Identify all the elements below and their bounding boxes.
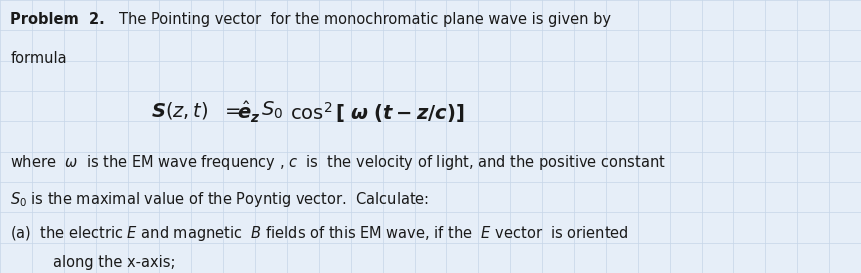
Text: $=$: $=$	[221, 100, 241, 119]
Text: where  $\omega$  is the EM wave frequency , $c$  is  the velocity of light, and : where $\omega$ is the EM wave frequency …	[10, 153, 666, 172]
Text: $S_0$ is the maximal value of the Poyntig vector.  Calculate:: $S_0$ is the maximal value of the Poynti…	[10, 190, 430, 209]
Text: $\boldsymbol{\cos^2[\ \omega\ (t - z/c)]}$: $\boldsymbol{\cos^2[\ \omega\ (t - z/c)]…	[290, 100, 464, 124]
Text: formula: formula	[10, 51, 67, 66]
Text: $S_0$: $S_0$	[261, 100, 283, 121]
Text: $\hat{\boldsymbol{e}}_{\boldsymbol{z}}$: $\hat{\boldsymbol{e}}_{\boldsymbol{z}}$	[237, 100, 260, 125]
Text: along the x-axis;: along the x-axis;	[53, 255, 176, 270]
Text: $\boldsymbol{S}$$(z,t)$: $\boldsymbol{S}$$(z,t)$	[151, 100, 208, 121]
Text: The Pointing vector  for the monochromatic plane wave is given by: The Pointing vector for the monochromati…	[119, 12, 610, 27]
Text: Problem  2.: Problem 2.	[10, 12, 105, 27]
Text: (a)  the electric $\boldsymbol{\mathit{E}}$ and magnetic  $\boldsymbol{\mathit{B: (a) the electric $\boldsymbol{\mathit{E}…	[10, 224, 629, 243]
